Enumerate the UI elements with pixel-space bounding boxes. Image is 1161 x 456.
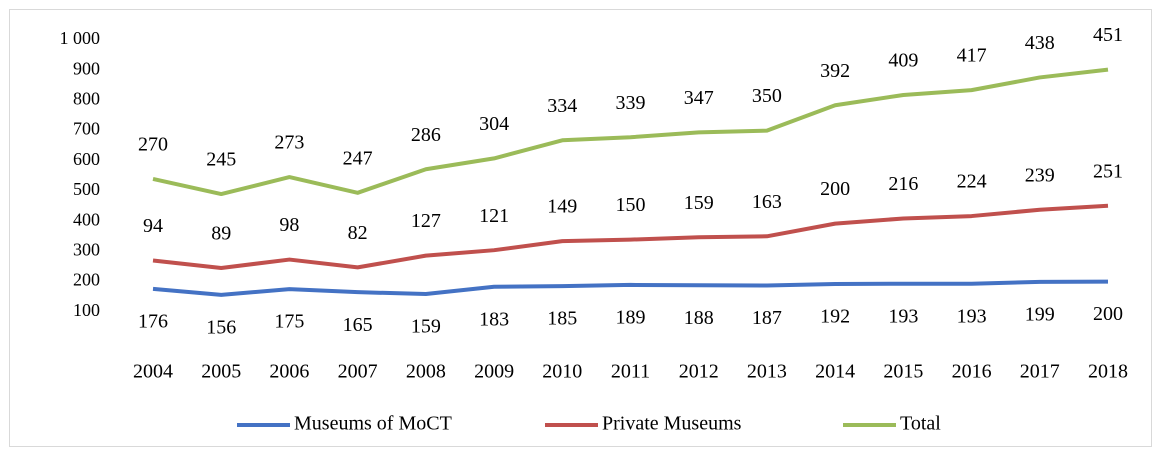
data-label: 175 [274, 311, 304, 333]
x-tick-label: 2013 [747, 361, 787, 383]
data-label: 94 [143, 215, 163, 237]
data-label: 189 [616, 307, 646, 329]
series-line [152, 67, 1109, 197]
x-tick-label: 2011 [611, 361, 650, 383]
legend-label: Private Museums [602, 413, 742, 435]
y-tick-label: 400 [73, 209, 100, 229]
data-label: 89 [211, 223, 231, 245]
y-tick-label: 700 [73, 119, 100, 139]
data-label: 159 [411, 316, 441, 338]
data-label: 247 [343, 147, 373, 169]
data-label: 239 [1025, 164, 1055, 186]
x-tick-label: 2012 [679, 361, 719, 383]
data-label: 200 [820, 178, 850, 200]
y-tick-label: 100 [73, 300, 100, 320]
data-label: 176 [138, 310, 168, 332]
x-tick-label: 2018 [1088, 361, 1128, 383]
x-tick-label: 2008 [406, 361, 446, 383]
data-label: 165 [343, 314, 373, 336]
data-label: 286 [411, 124, 441, 146]
data-label: 350 [752, 85, 782, 107]
chart-border [9, 9, 1152, 447]
x-tick-label: 2009 [474, 361, 514, 383]
data-label: 159 [684, 192, 714, 214]
data-label: 183 [479, 308, 509, 330]
y-tick-label: 300 [73, 240, 100, 260]
x-tick-label: 2007 [338, 361, 378, 383]
data-label: 251 [1093, 160, 1123, 182]
data-label: 163 [752, 191, 782, 213]
data-label: 98 [279, 214, 299, 236]
data-label: 127 [411, 210, 441, 232]
data-label: 392 [820, 60, 850, 82]
data-label: 199 [1025, 303, 1055, 325]
x-tick-label: 2004 [133, 361, 173, 383]
data-label: 273 [274, 132, 304, 154]
data-label: 417 [957, 45, 987, 67]
data-label: 438 [1025, 32, 1055, 54]
data-label: 187 [752, 307, 782, 329]
y-tick-label: 200 [73, 270, 100, 290]
x-tick-label: 2014 [815, 361, 855, 383]
x-tick-label: 2016 [952, 361, 992, 383]
series-line [152, 279, 1109, 297]
data-label: 193 [888, 305, 918, 327]
data-label: 192 [820, 306, 850, 328]
y-tick-label: 600 [73, 149, 100, 169]
data-label: 245 [206, 149, 236, 171]
data-label: 334 [547, 95, 577, 117]
y-tick-label: 500 [73, 179, 100, 199]
data-label: 339 [616, 92, 646, 114]
data-label: 188 [684, 307, 714, 329]
data-label: 156 [206, 316, 236, 338]
legend-label: Total [900, 413, 941, 435]
data-label: 82 [348, 222, 368, 244]
y-tick-label: 900 [73, 58, 100, 78]
data-label: 200 [1093, 303, 1123, 325]
data-label: 409 [888, 50, 918, 72]
data-label: 216 [888, 173, 918, 195]
data-label: 347 [684, 87, 714, 109]
data-label: 224 [957, 171, 987, 193]
data-label: 150 [616, 194, 646, 216]
x-tick-label: 2006 [269, 361, 309, 383]
x-tick-label: 2017 [1020, 361, 1060, 383]
y-tick-label: 1 000 [60, 28, 101, 48]
data-label: 304 [479, 113, 509, 135]
legend-label: Museums of MoCT [294, 413, 452, 435]
data-label: 121 [479, 205, 509, 227]
x-tick-label: 2010 [542, 361, 582, 383]
x-tick-label: 2015 [883, 361, 923, 383]
x-tick-label: 2005 [201, 361, 241, 383]
series-line [152, 203, 1109, 271]
data-label: 149 [547, 196, 577, 218]
y-tick-label: 800 [73, 89, 100, 109]
data-label: 185 [547, 308, 577, 330]
data-label: 451 [1093, 24, 1123, 46]
data-label: 193 [957, 305, 987, 327]
data-label: 270 [138, 134, 168, 156]
